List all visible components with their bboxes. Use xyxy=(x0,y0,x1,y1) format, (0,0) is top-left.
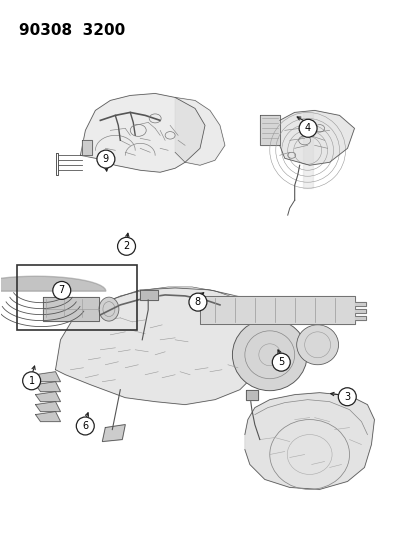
Polygon shape xyxy=(102,425,125,441)
Ellipse shape xyxy=(76,417,94,435)
Polygon shape xyxy=(36,402,60,411)
Ellipse shape xyxy=(117,237,135,255)
Polygon shape xyxy=(36,392,60,402)
Polygon shape xyxy=(43,297,99,321)
Ellipse shape xyxy=(53,281,71,300)
Text: 3: 3 xyxy=(343,392,349,402)
Polygon shape xyxy=(175,98,224,165)
Text: 4: 4 xyxy=(304,123,311,133)
Ellipse shape xyxy=(272,353,290,371)
Polygon shape xyxy=(354,316,366,320)
Polygon shape xyxy=(354,302,366,306)
Polygon shape xyxy=(279,110,354,165)
Ellipse shape xyxy=(97,150,114,168)
Text: 6: 6 xyxy=(82,421,88,431)
Text: 2: 2 xyxy=(123,241,129,251)
Polygon shape xyxy=(302,112,312,188)
Text: 1: 1 xyxy=(28,376,35,386)
Polygon shape xyxy=(244,393,373,489)
Polygon shape xyxy=(36,372,60,382)
Polygon shape xyxy=(0,276,106,291)
Ellipse shape xyxy=(99,297,119,321)
Text: 8: 8 xyxy=(195,297,200,307)
Ellipse shape xyxy=(299,119,316,138)
Bar xyxy=(17,265,137,330)
Polygon shape xyxy=(245,390,257,400)
Polygon shape xyxy=(55,288,269,405)
Polygon shape xyxy=(36,411,60,422)
Text: 9: 9 xyxy=(102,154,109,164)
Text: 5: 5 xyxy=(278,357,284,367)
Polygon shape xyxy=(259,116,279,146)
Ellipse shape xyxy=(337,388,356,406)
Polygon shape xyxy=(199,296,354,324)
Polygon shape xyxy=(80,93,204,172)
Polygon shape xyxy=(354,309,366,313)
Polygon shape xyxy=(36,382,60,392)
Text: 7: 7 xyxy=(59,286,65,295)
Text: 90308  3200: 90308 3200 xyxy=(19,22,125,38)
Polygon shape xyxy=(82,140,92,155)
Ellipse shape xyxy=(232,319,306,391)
Ellipse shape xyxy=(188,293,206,311)
Ellipse shape xyxy=(296,325,338,365)
Ellipse shape xyxy=(23,372,40,390)
Polygon shape xyxy=(140,290,158,300)
